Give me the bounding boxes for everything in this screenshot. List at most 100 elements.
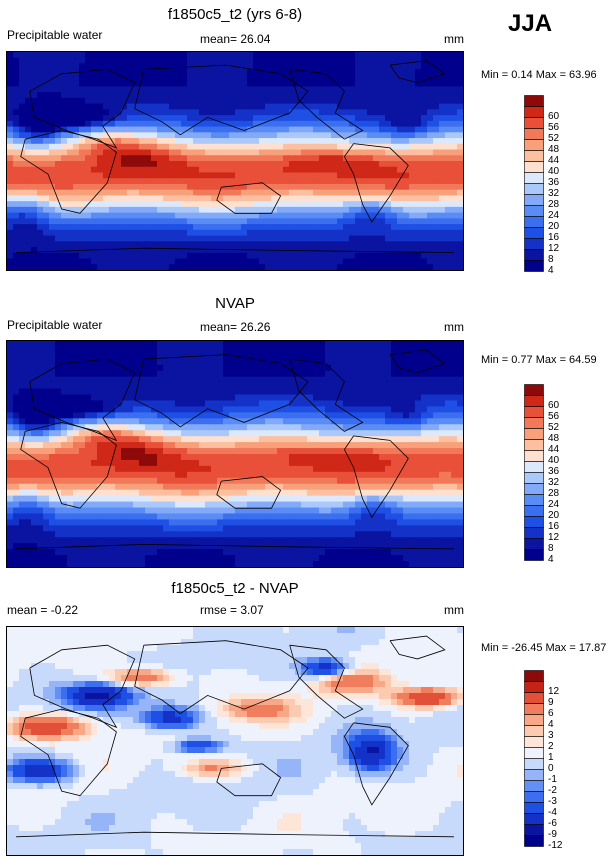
coastline <box>389 60 446 83</box>
colorbar-tick-label: 24 <box>548 210 560 221</box>
colorbar-swatch <box>524 769 544 781</box>
colorbar-tick-label: 28 <box>548 488 560 499</box>
colorbar-swatch <box>524 538 544 550</box>
colorbar-tick-label: 20 <box>548 510 560 521</box>
colorbar-swatch <box>524 95 544 107</box>
map-field <box>7 627 463 855</box>
colorbar-swatch <box>524 428 544 440</box>
colorbar-swatch <box>524 439 544 451</box>
colorbar-swatch <box>524 791 544 803</box>
coastline <box>20 421 117 509</box>
colorbar-swatch <box>524 527 544 539</box>
coastline <box>29 358 136 442</box>
coastline <box>134 354 309 428</box>
colorbar-tick-label: -2 <box>548 785 557 796</box>
colorbar-tick-label: -9 <box>548 829 557 840</box>
coastline <box>389 635 446 660</box>
map-plot <box>6 626 464 856</box>
coastline <box>216 763 282 797</box>
coastline <box>20 708 117 797</box>
colorbar-tick-label: 12 <box>548 686 560 697</box>
colorbar-tick-label: 32 <box>548 477 560 488</box>
coastline <box>216 476 282 509</box>
colorbar-tick-label: 12 <box>548 532 560 543</box>
colorbar-swatch <box>524 183 544 195</box>
colorbar-tick-label: 20 <box>548 221 560 232</box>
colorbar-tick-label: 6 <box>548 708 554 719</box>
colorbar-swatch <box>524 835 544 847</box>
colorbar-tick-label: 48 <box>548 144 560 155</box>
colorbar-swatch <box>524 205 544 217</box>
colorbar-swatch <box>524 472 544 484</box>
colorbar-tick-label: 16 <box>548 232 560 243</box>
minmax-label: Min = 0.77 Max = 64.59 <box>481 354 597 366</box>
colorbar-swatch <box>524 150 544 162</box>
units-label: mm <box>444 320 464 334</box>
colorbar-swatch <box>524 505 544 517</box>
colorbar-tick-label: 16 <box>548 521 560 532</box>
colorbar-tick-label: 44 <box>548 155 560 166</box>
colorbar-tick-label: 40 <box>548 166 560 177</box>
colorbar-tick-label: 40 <box>548 455 560 466</box>
variable-label: Precipitable water <box>7 318 103 332</box>
colorbar-tick-label: 36 <box>548 466 560 477</box>
variable-label: Precipitable water <box>7 28 103 42</box>
colorbar-swatch <box>524 194 544 206</box>
colorbar-swatch <box>524 260 544 272</box>
colorbar-swatches <box>524 384 544 561</box>
colorbar-tick-label: -3 <box>548 796 557 807</box>
coastline <box>343 722 409 806</box>
colorbar-tick-label: 24 <box>548 499 560 510</box>
colorbar-swatch <box>524 516 544 528</box>
colorbar-swatch <box>524 161 544 173</box>
colorbar-swatch <box>524 813 544 825</box>
colorbar-swatch <box>524 780 544 792</box>
units-label: mm <box>444 32 464 46</box>
colorbar-tick-label: 36 <box>548 177 560 188</box>
colorbar-swatch <box>524 802 544 814</box>
colorbar-swatch <box>524 139 544 151</box>
colorbar-tick-label: 8 <box>548 254 554 265</box>
colorbar-tick-label: 56 <box>548 411 560 422</box>
colorbar-tick-label: 1 <box>548 752 554 763</box>
colorbar-swatch <box>524 106 544 118</box>
colorbar-swatch <box>524 747 544 759</box>
colorbar-swatch <box>524 384 544 396</box>
colorbar-swatch <box>524 824 544 836</box>
colorbar-swatch <box>524 238 544 250</box>
coastline <box>16 543 454 550</box>
colorbar-tick-label: 12 <box>548 243 560 254</box>
colorbar-tick-label: -4 <box>548 807 557 818</box>
colorbar-tick-label: 32 <box>548 188 560 199</box>
minmax-label: Min = -26.45 Max = 17.87 <box>481 642 607 654</box>
colorbar-swatch <box>524 692 544 704</box>
colorbar-tick-label: 56 <box>548 122 560 133</box>
colorbar-swatch <box>524 549 544 561</box>
colorbar-swatch <box>524 681 544 693</box>
season-label: JJA <box>508 10 553 37</box>
coastline <box>343 435 409 519</box>
colorbar-swatch <box>524 417 544 429</box>
coastline <box>343 143 409 223</box>
colorbar-swatch <box>524 461 544 473</box>
colorbar-swatches <box>524 95 544 272</box>
colorbar-tick-label: -6 <box>548 818 557 829</box>
map-field <box>7 52 463 270</box>
colorbar-tick-label: 4 <box>548 554 554 565</box>
colorbar-tick-label: 4 <box>548 265 554 276</box>
colorbar-tick-label: 52 <box>548 422 560 433</box>
colorbar-tick-label: -12 <box>548 840 563 851</box>
colorbar-swatch <box>524 725 544 737</box>
colorbar-tick-label: 0 <box>548 763 554 774</box>
coastline <box>20 130 117 214</box>
colorbar-swatch <box>524 736 544 748</box>
coastline <box>134 64 309 136</box>
mean-label: mean= 26.04 <box>200 32 271 46</box>
colorbar-swatch <box>524 758 544 770</box>
colorbar-tick-label: 60 <box>548 400 560 411</box>
panel-title: f1850c5_t2 (yrs 6-8) <box>167 6 303 23</box>
colorbar-tick-label: 60 <box>548 111 560 122</box>
coastline <box>29 68 136 149</box>
coastline <box>29 644 136 729</box>
coastline <box>289 69 364 140</box>
